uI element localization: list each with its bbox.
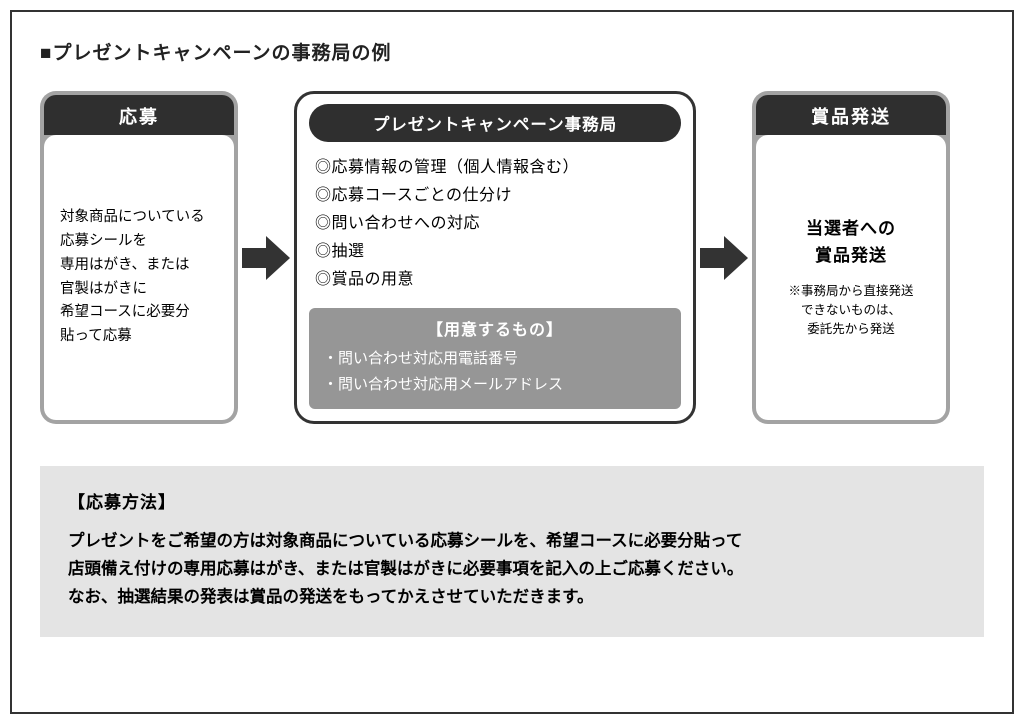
center-item: ◎応募情報の管理（個人情報含む） <box>315 154 675 182</box>
diagram-frame: ■プレゼントキャンペーンの事務局の例 応募 対象商品についている 応募シールを … <box>10 10 1014 714</box>
hassou-note-line: ※事務局から直接発送 <box>772 282 930 301</box>
arrow-cell-1 <box>238 91 294 424</box>
info-title: 【応募方法】 <box>68 488 956 513</box>
oubo-line: 応募シールを <box>60 230 218 254</box>
hassou-main: 当選者への 賞品発送 <box>772 215 930 269</box>
box-oubo: 応募 対象商品についている 応募シールを 専用はがき、または 官製はがきに 希望… <box>40 91 238 424</box>
arrow-cell-2 <box>696 91 752 424</box>
prep-header: 【用意するもの】 <box>323 308 667 346</box>
page-title: ■プレゼントキャンペーンの事務局の例 <box>40 38 984 65</box>
prep-item: ・問い合わせ対応用電話番号 <box>323 346 667 372</box>
hassou-note: ※事務局から直接発送 できないものは、 委託先から発送 <box>772 282 930 340</box>
hassou-main-line: 当選者への <box>772 215 930 242</box>
center-task-list: ◎応募情報の管理（個人情報含む） ◎応募コースごとの仕分け ◎問い合わせへの対応… <box>309 154 681 304</box>
oubo-line: 官製はがきに <box>60 278 218 302</box>
info-line: なお、抽選結果の発表は賞品の発送をもってかえさせていただきます。 <box>68 583 956 611</box>
info-line: プレゼントをご希望の方は対象商品についている応募シールを、希望コースに必要分貼っ… <box>68 527 956 555</box>
hassou-main-line: 賞品発送 <box>772 242 930 269</box>
prep-item: ・問い合わせ対応用メールアドレス <box>323 372 667 398</box>
info-box: 【応募方法】 プレゼントをご希望の方は対象商品についている応募シールを、希望コー… <box>40 466 984 637</box>
center-item: ◎抽選 <box>315 238 675 266</box>
center-header: プレゼントキャンペーン事務局 <box>309 104 681 142</box>
prep-box: 【用意するもの】 ・問い合わせ対応用電話番号 ・問い合わせ対応用メールアドレス <box>309 308 681 409</box>
arrow-right-icon <box>242 236 290 280</box>
box-hassou-body: 当選者への 賞品発送 ※事務局から直接発送 できないものは、 委託先から発送 <box>756 135 946 420</box>
center-item: ◎応募コースごとの仕分け <box>315 182 675 210</box>
center-item: ◎問い合わせへの対応 <box>315 210 675 238</box>
hassou-note-line: できないものは、 <box>772 301 930 320</box>
center-item: ◎賞品の用意 <box>315 266 675 294</box>
oubo-line: 貼って応募 <box>60 325 218 349</box>
info-body: プレゼントをご希望の方は対象商品についている応募シールを、希望コースに必要分貼っ… <box>68 527 956 611</box>
box-center: プレゼントキャンペーン事務局 ◎応募情報の管理（個人情報含む） ◎応募コースごと… <box>294 91 696 424</box>
oubo-line: 対象商品についている <box>60 206 218 230</box>
box-oubo-header: 応募 <box>44 95 234 135</box>
arrow-right-icon <box>700 236 748 280</box>
box-hassou: 賞品発送 当選者への 賞品発送 ※事務局から直接発送 できないものは、 委託先か… <box>752 91 950 424</box>
flow-row: 応募 対象商品についている 応募シールを 専用はがき、または 官製はがきに 希望… <box>40 91 984 424</box>
box-hassou-header: 賞品発送 <box>756 95 946 135</box>
hassou-note-line: 委託先から発送 <box>772 320 930 339</box>
oubo-line: 希望コースに必要分 <box>60 301 218 325</box>
info-line: 店頭備え付けの専用応募はがき、または官製はがきに必要事項を記入の上ご応募ください… <box>68 555 956 583</box>
box-oubo-body: 対象商品についている 応募シールを 専用はがき、または 官製はがきに 希望コース… <box>44 135 234 420</box>
oubo-line: 専用はがき、または <box>60 254 218 278</box>
